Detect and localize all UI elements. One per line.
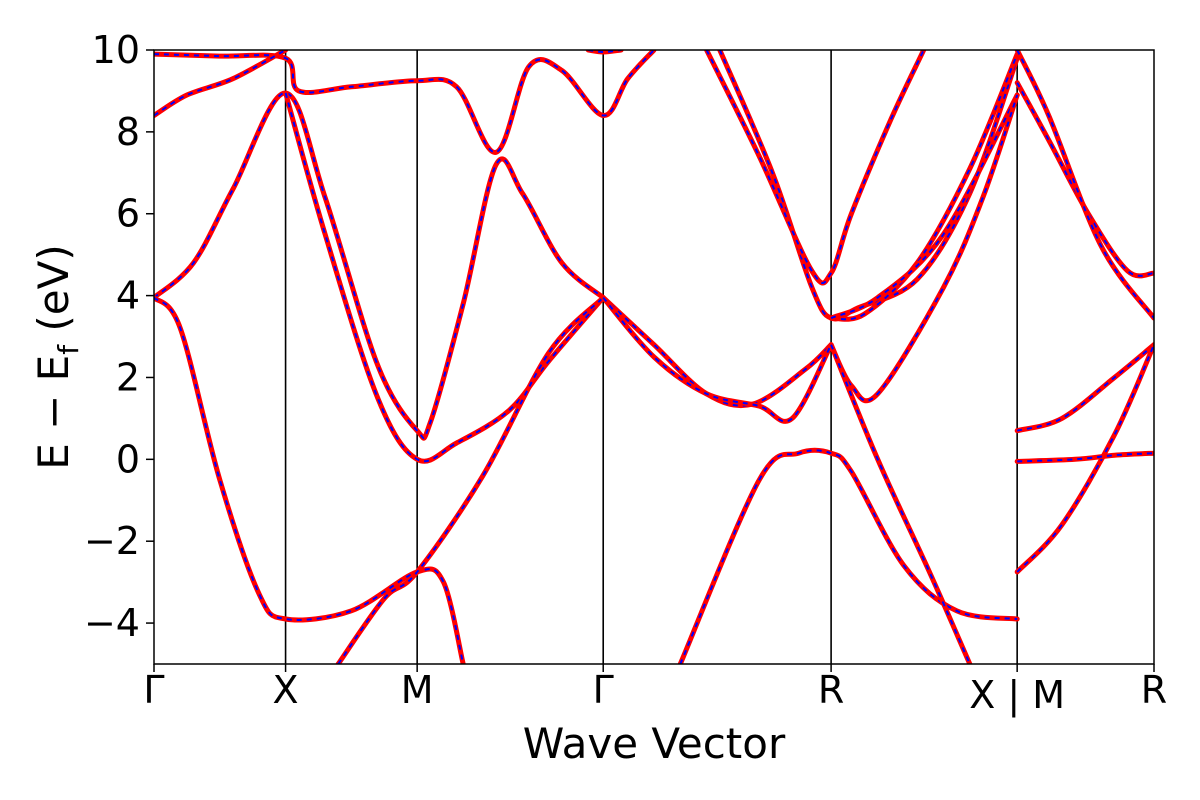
x-tick-label: R (818, 668, 844, 712)
y-tick-label: 4 (116, 274, 140, 318)
x-tick-label: X (273, 668, 299, 712)
band-line-overlay-20 (1016, 344, 1154, 573)
y-tick-layer: −4 −2 0 2 4 6 8 10 (84, 28, 154, 645)
band-line-overlay-2 (154, 50, 287, 117)
band-line-overlay-7 (337, 296, 604, 664)
band-line-6 (283, 90, 606, 464)
band-line-overlay-12 (830, 53, 1019, 321)
band-line-overlay-8 (602, 296, 832, 407)
band-line-7 (335, 295, 606, 664)
band-line-overlay-17 (1016, 82, 1154, 277)
band-line-overlay-1 (154, 50, 655, 154)
band-line-overlay-13 (830, 94, 1019, 320)
band-line-1 (154, 50, 657, 155)
band-line-overlay-19 (1016, 343, 1154, 432)
band-line-21 (1014, 450, 1154, 464)
kpoint-divider-layer (284, 50, 1018, 664)
x-tick-label: R (1141, 668, 1167, 712)
x-tick-label: Γ (143, 668, 164, 712)
x-axis-title: Wave Vector (523, 719, 786, 768)
band-line-overlay-4 (154, 91, 604, 440)
band-line-overlay-11 (705, 50, 925, 284)
plot-frame (153, 49, 1155, 665)
band-line-overlay-5 (154, 296, 465, 664)
y-tick-label: 8 (116, 110, 140, 154)
y-tick-label: 2 (116, 355, 140, 399)
y-axis-title-main: E − E (29, 355, 78, 470)
y-axis-title-unit: (eV) (29, 244, 78, 345)
band-line-16 (828, 342, 973, 664)
y-axis-title-subscript: f (52, 344, 85, 355)
x-tick-label: X | M (969, 673, 1065, 718)
band-line-11 (704, 50, 927, 286)
band-line-overlay-9 (602, 296, 832, 423)
band-line-18 (1014, 50, 1154, 321)
band-line-17 (1014, 80, 1154, 279)
band-line-14 (828, 92, 1020, 404)
band-line-overlay-16 (830, 344, 971, 664)
y-axis-title: E − Ef (eV) (29, 244, 85, 470)
y-tick-label: 0 (116, 437, 140, 481)
x-tick-label: Γ (593, 668, 614, 712)
band-line-overlay-6 (284, 92, 604, 463)
band-series-layer (154, 50, 1154, 664)
band-line-overlay-15 (679, 449, 1018, 664)
y-tick-label: −2 (84, 519, 140, 563)
y-tick-label: 10 (92, 28, 140, 72)
band-line-15 (677, 447, 1020, 664)
x-tick-layer: Γ X M Γ R X | M R (143, 664, 1167, 718)
band-line-overlay-18 (1016, 50, 1154, 319)
band-line-9 (600, 295, 834, 424)
y-tick-label: −4 (84, 601, 140, 645)
band-line-4 (154, 90, 606, 441)
x-tick-label: M (401, 668, 434, 712)
band-line-2 (154, 50, 289, 118)
y-tick-label: 6 (116, 192, 140, 236)
band-line-8 (600, 295, 834, 409)
